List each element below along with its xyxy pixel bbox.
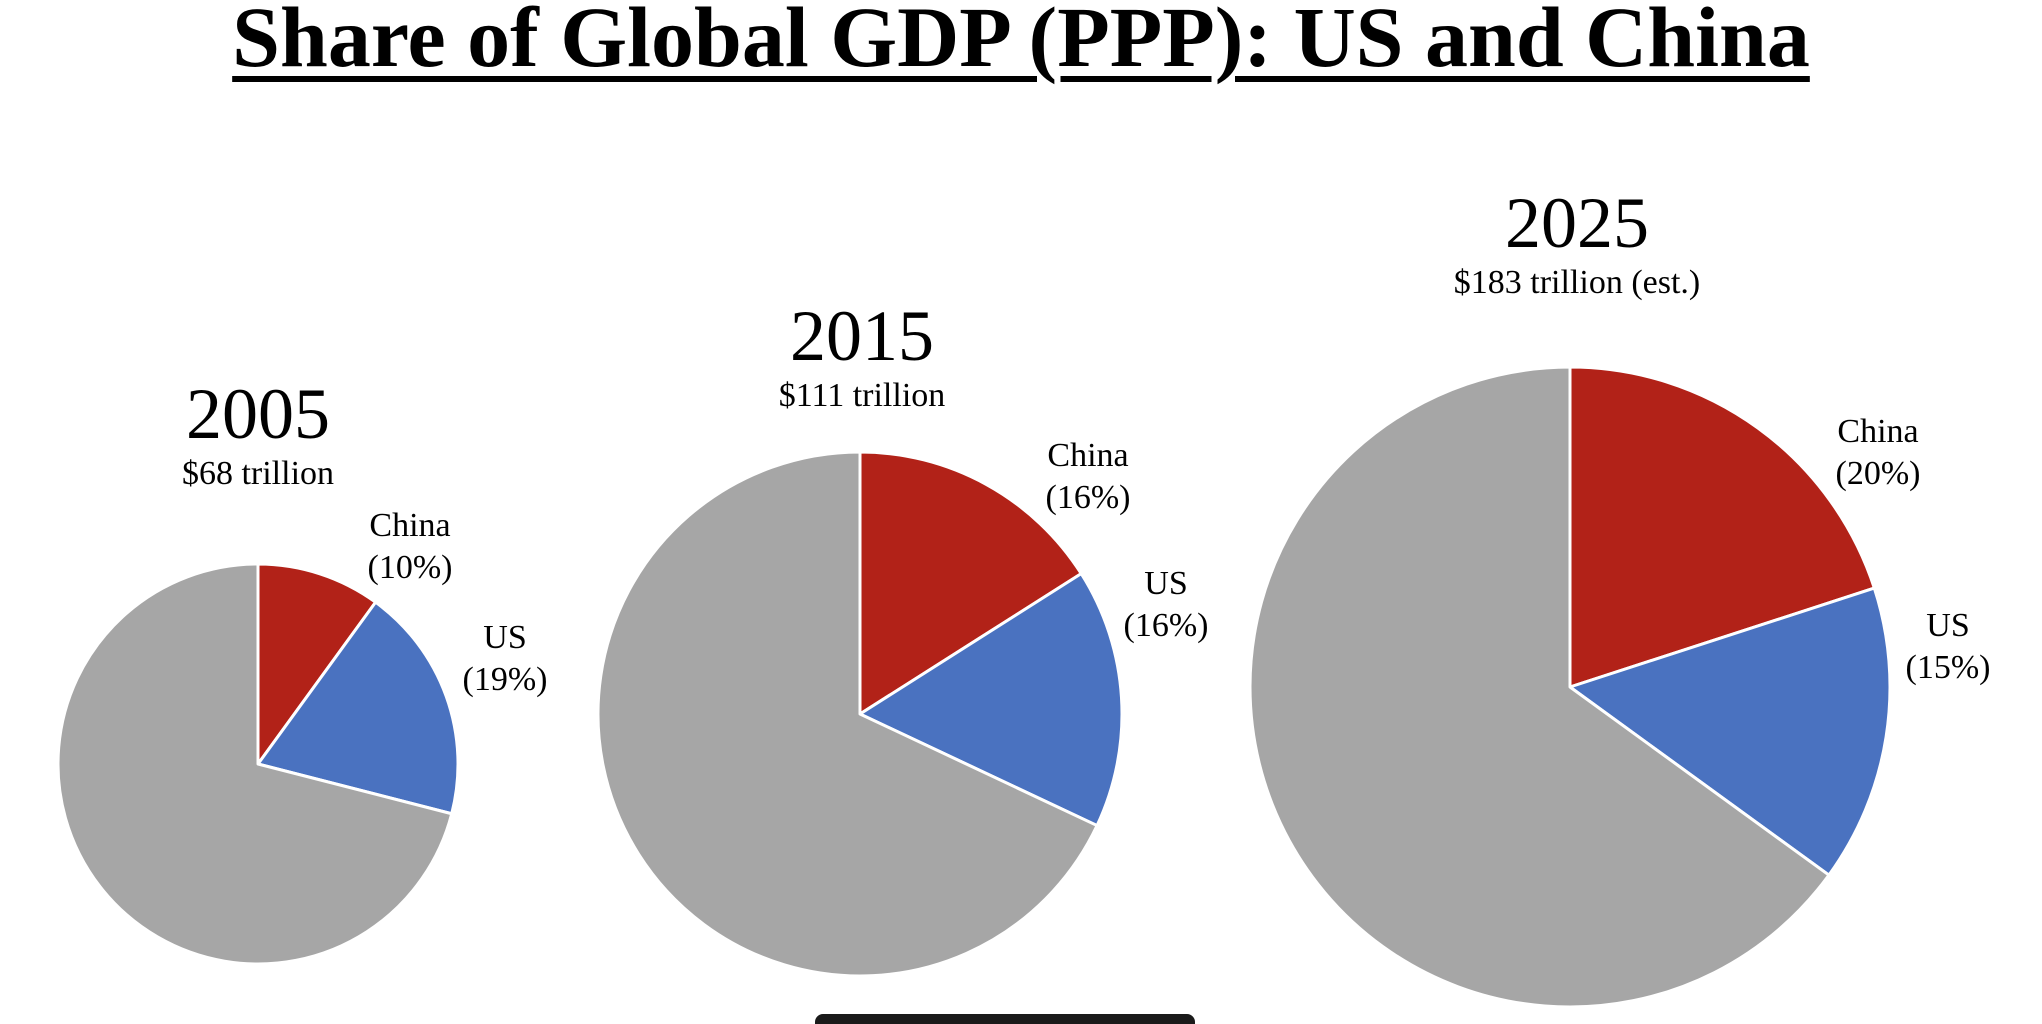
pie-2025-china-pct: (20%): [1836, 455, 1921, 492]
pie-2015-slice-china: [858, 450, 1083, 716]
pie-2015-slice-us: [858, 572, 1124, 828]
pie-2015-us-name: US: [1144, 565, 1187, 602]
pie-2015-slices: [596, 450, 1124, 978]
pie-2005-year: 2005: [186, 374, 330, 454]
pie-2025-slice-rest: [1248, 365, 1831, 1009]
pie-2015-total: $111 trillion: [779, 377, 946, 414]
chart-title-text: Share of Global GDP (PPP): US and China: [232, 0, 1810, 85]
pie-2015-year: 2015: [790, 296, 934, 376]
pie-2015-china-name: China: [1047, 437, 1128, 474]
pie-2005-total: $68 trillion: [182, 455, 334, 492]
pie-2015-slice-rest: [596, 450, 1099, 978]
pie-2005-china-pct: (10%): [368, 549, 453, 586]
pie-2025: 2025 $183 trillion (est.) China (20%) US…: [1248, 183, 1991, 1009]
pie-2005: 2005 $68 trillion China (10%) US (19%): [56, 374, 548, 966]
pie-2015: 2015 $111 trillion China (16%) US (16%): [596, 296, 1209, 978]
pie-2005-slices: [56, 562, 460, 966]
pie-2005-slice-china: [256, 562, 378, 766]
pie-2025-slice-us: [1568, 586, 1892, 877]
chart-title: Share of Global GDP (PPP): US and China: [0, 0, 2042, 80]
pie-2025-year: 2025: [1505, 183, 1649, 263]
bottom-edge-bar: [815, 1014, 1195, 1024]
pie-2005-us-pct: (19%): [463, 661, 548, 698]
pie-2025-slice-china: [1568, 365, 1876, 689]
pie-2005-slice-us: [256, 600, 460, 816]
pie-2025-total: $183 trillion (est.): [1454, 264, 1700, 301]
pie-2005-slice-rest: [56, 562, 454, 966]
pie-2005-us-name: US: [483, 619, 526, 656]
pie-2025-us-name: US: [1926, 607, 1969, 644]
pie-2025-slices: [1248, 365, 1892, 1009]
pie-2005-china-name: China: [369, 507, 450, 544]
pie-2015-china-pct: (16%): [1046, 479, 1131, 516]
pie-2025-china-name: China: [1837, 413, 1918, 450]
pie-2015-us-pct: (16%): [1124, 607, 1209, 644]
pie-2025-us-pct: (15%): [1906, 649, 1991, 686]
